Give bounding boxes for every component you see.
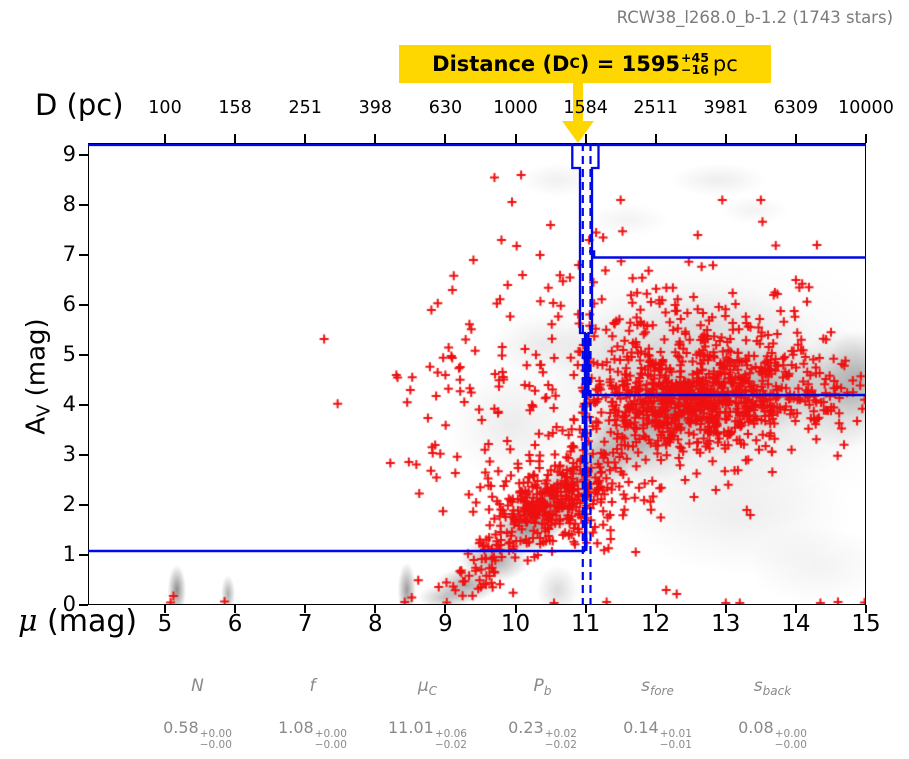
annotation-unit: pc: [712, 52, 738, 76]
mu-symbol: μ: [18, 604, 38, 639]
x2-tick-label: 1000: [493, 98, 538, 118]
x-tick-mark: [724, 605, 727, 613]
param-label: sfore: [641, 676, 674, 698]
y-tick-label: 4: [62, 392, 76, 416]
x2-tick-mark: [654, 134, 657, 143]
left-axis-label: AV (mag): [21, 318, 55, 435]
x-tick-mark: [514, 605, 517, 613]
param-value: 1.08 +0.00 −0.00: [278, 718, 347, 751]
plot-title: RCW38_l268.0_b-1.2 (1743 stars): [616, 8, 893, 27]
annotation-prefix: Distance (D: [432, 52, 570, 76]
x-tick-mark: [654, 605, 657, 613]
x-tick-label: 11: [570, 611, 601, 637]
bottom-axis-label: μ (mag): [18, 604, 138, 639]
y-tick-label: 9: [62, 142, 76, 166]
x2-tick-mark: [865, 134, 867, 143]
y-tick-mark: [79, 254, 88, 256]
param-label: sback: [753, 676, 792, 698]
x-tick-label: 9: [438, 611, 453, 637]
x2-tick-label: 10000: [838, 98, 894, 118]
plot-canvas: [88, 143, 866, 605]
param-label: Pb: [533, 676, 552, 698]
param-value: 0.14 +0.01 −0.01: [623, 718, 692, 751]
y-tick-label: 0: [62, 592, 76, 616]
x2-tick-label: 3981: [703, 98, 749, 118]
top-axis-label: D (pc): [35, 88, 124, 122]
param-value: 0.23 +0.02 −0.02: [508, 718, 577, 751]
x2-tick-label: 1584: [563, 98, 608, 118]
y-tick-mark: [79, 354, 88, 356]
x-tick-label: 8: [367, 611, 383, 637]
x2-tick-label: 251: [288, 98, 322, 118]
annotation-uncertainty: +45 −16: [681, 49, 709, 77]
x2-tick-mark: [164, 134, 166, 143]
x-tick-mark: [794, 605, 797, 613]
distance-arrow-icon: [562, 121, 594, 143]
y-tick-label: 8: [62, 192, 76, 216]
x2-tick-label: 158: [218, 98, 252, 118]
param-label: N: [191, 676, 204, 696]
x-tick-mark: [164, 605, 166, 613]
x-tick-mark: [374, 605, 377, 613]
x2-tick-label: 630: [428, 98, 463, 118]
x2-tick-label: 398: [358, 98, 392, 118]
model-posterior-left: [571, 143, 587, 551]
x-tick-label: 12: [641, 611, 671, 637]
x-tick-label: 13: [711, 611, 741, 637]
distance-annotation: Distance (D C) = 1595 +45 −16 pc: [399, 45, 771, 83]
x2-tick-mark: [374, 134, 377, 143]
param-label: μC: [417, 676, 438, 698]
x-tick-mark: [444, 605, 447, 613]
x2-tick-label: 100: [148, 98, 182, 118]
param-value: 0.58 +0.00 −0.00: [163, 718, 232, 751]
y-tick-label: 6: [62, 292, 76, 316]
parameter-values-row: 0.58 +0.00 −0.00 1.08 +0.00 −0.00 11.01 +0.06 −0…: [140, 718, 830, 750]
x2-tick-mark: [724, 134, 727, 143]
y-tick-label: 5: [62, 342, 76, 366]
y-tick-label: 3: [62, 442, 76, 466]
x-tick-mark: [865, 605, 867, 613]
x2-tick-label: 2511: [633, 98, 678, 118]
y-tick-mark: [79, 304, 88, 306]
y-tick-label: 7: [62, 242, 76, 266]
x2-tick-label: 6309: [773, 98, 819, 118]
x-tick-label: 10: [500, 611, 531, 637]
y-tick-mark: [79, 604, 88, 606]
x-tick-mark: [304, 605, 307, 613]
y-tick-mark: [79, 154, 88, 156]
x-tick-mark: [234, 605, 237, 613]
x-tick-label: 15: [851, 611, 881, 637]
x2-tick-mark: [584, 134, 587, 143]
x-tick-mark: [584, 605, 587, 613]
y-tick-mark: [79, 204, 88, 206]
x2-tick-mark: [304, 134, 307, 143]
annotation-mid: ) = 1595: [579, 52, 681, 76]
model-lines-overlay: [88, 143, 866, 605]
y-tick-mark: [79, 404, 88, 406]
x-tick-label: 6: [227, 611, 243, 637]
x2-tick-mark: [794, 134, 797, 143]
distance-arrow-shaft: [573, 82, 583, 122]
x2-tick-mark: [444, 134, 447, 143]
model-line-av-upper: [589, 250, 866, 259]
annotation-subscript: C: [569, 56, 580, 72]
param-value: 11.01 +0.06 −0.02: [388, 718, 467, 751]
x2-tick-mark: [514, 134, 517, 143]
x2-tick-mark: [234, 134, 237, 143]
y-tick-label: 1: [62, 542, 76, 566]
param-value: 0.08 +0.00 −0.00: [738, 718, 807, 751]
y-tick-label: 2: [62, 492, 76, 516]
x-tick-label: 14: [781, 611, 811, 637]
x-tick-label: 7: [297, 611, 313, 637]
y-tick-mark: [79, 504, 88, 506]
x-tick-label: 5: [157, 611, 173, 637]
y-tick-mark: [79, 454, 88, 456]
y-tick-mark: [79, 554, 88, 556]
param-label: f: [309, 676, 316, 696]
